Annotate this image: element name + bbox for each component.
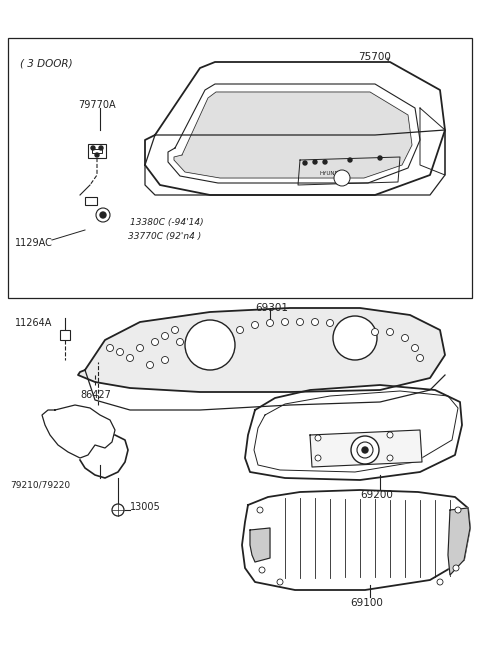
Polygon shape [242,490,470,590]
Circle shape [237,327,243,334]
Circle shape [257,507,263,513]
Polygon shape [78,308,445,392]
Circle shape [417,355,423,361]
Bar [92,149,102,153]
Text: 13380C (-94'14): 13380C (-94'14) [130,218,204,227]
Circle shape [171,327,179,334]
Text: 75700: 75700 [358,52,391,62]
Text: 33770C (92'n4 ): 33770C (92'n4 ) [128,232,201,241]
Text: 79210/79220: 79210/79220 [10,480,70,489]
Circle shape [315,455,321,461]
Circle shape [161,332,168,340]
Circle shape [161,357,168,363]
Bar [60,330,70,340]
Circle shape [401,334,408,342]
Polygon shape [310,430,422,467]
Circle shape [313,160,317,164]
Circle shape [127,355,133,361]
Polygon shape [250,528,270,562]
Text: 11264A: 11264A [15,318,52,328]
Circle shape [326,319,334,327]
Polygon shape [174,92,412,178]
Circle shape [357,442,373,458]
Text: ( 3 DOOR): ( 3 DOOR) [20,58,72,68]
Text: HYUNDAI: HYUNDAI [320,171,345,176]
Circle shape [386,328,394,336]
Circle shape [96,208,110,222]
Circle shape [411,344,419,351]
Polygon shape [145,62,445,195]
Text: 86427: 86427 [80,390,111,400]
Circle shape [185,320,235,370]
Bar [8,38,472,298]
Text: 79770A: 79770A [78,100,116,110]
Circle shape [100,212,106,218]
Polygon shape [42,405,115,458]
Circle shape [312,319,319,325]
Text: 69301: 69301 [255,303,288,313]
Circle shape [387,432,393,438]
Circle shape [259,567,265,573]
Circle shape [281,319,288,325]
Circle shape [437,579,443,585]
Bar [88,144,106,158]
Circle shape [152,338,158,346]
Circle shape [136,344,144,351]
Circle shape [315,435,321,441]
Circle shape [146,361,154,369]
Circle shape [107,344,113,351]
Circle shape [455,507,461,513]
Circle shape [266,319,274,327]
Text: 13005: 13005 [130,502,161,512]
Circle shape [362,447,368,453]
Circle shape [351,436,379,464]
Circle shape [91,146,95,150]
Circle shape [277,579,283,585]
Text: 69200: 69200 [360,490,393,500]
Polygon shape [448,508,470,575]
Circle shape [252,321,259,328]
Circle shape [117,348,123,355]
Text: 1129AC: 1129AC [15,238,53,248]
Circle shape [99,146,103,150]
Circle shape [95,153,99,157]
Circle shape [333,316,377,360]
Circle shape [112,504,124,516]
Circle shape [372,328,379,336]
Polygon shape [245,385,462,480]
Bar [85,197,97,205]
Circle shape [323,160,327,164]
Circle shape [387,455,393,461]
Circle shape [303,161,307,165]
Circle shape [334,170,350,186]
Circle shape [297,319,303,325]
Circle shape [177,338,183,346]
Circle shape [378,156,382,160]
Text: 69100: 69100 [350,598,383,608]
Circle shape [453,565,459,571]
Circle shape [348,158,352,162]
